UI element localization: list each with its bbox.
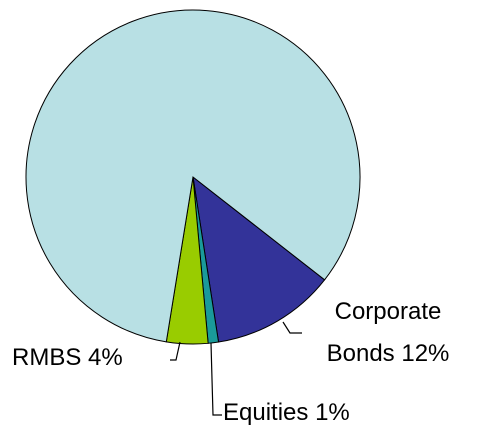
pie-slice	[192, 175, 326, 343]
value-label: 1%	[315, 399, 350, 426]
category-label: Equities	[223, 399, 309, 426]
slice-label: RMBS 4%	[12, 337, 172, 379]
category-label: RMBS	[12, 344, 82, 371]
slices	[25, 9, 361, 345]
value-label: 12%	[401, 340, 450, 367]
slice-label: Corporate Bonds 12%	[300, 291, 476, 375]
category-label: Corporate Bonds	[326, 298, 442, 367]
pie-slice	[25, 9, 361, 343]
value-label: 4%	[88, 344, 123, 371]
leader-line	[210, 342, 222, 416]
leader-line	[170, 341, 181, 361]
leader-line	[282, 321, 302, 334]
slice-label: Equities 1%	[223, 392, 463, 434]
